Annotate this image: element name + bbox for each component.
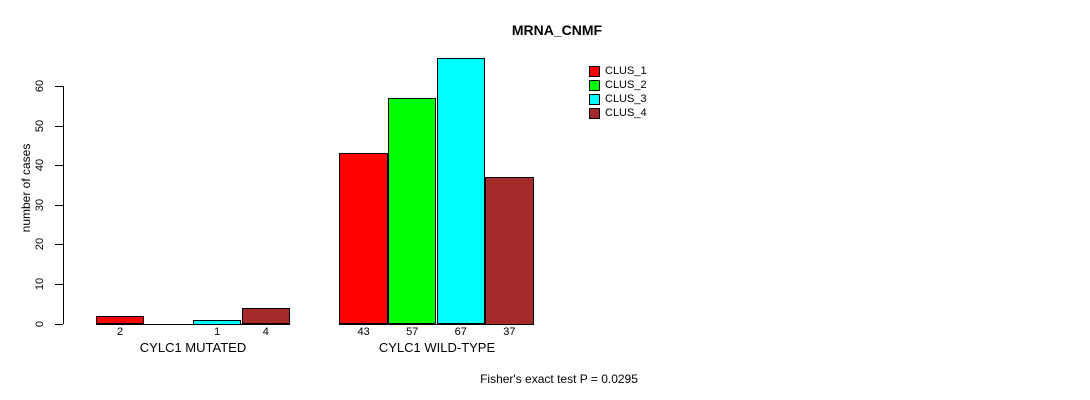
y-axis-tick-label: 50 <box>34 119 46 132</box>
bar-value-label: 67 <box>454 326 467 338</box>
legend-swatch-clus-4 <box>589 107 600 119</box>
legend-label: CLUS_3 <box>605 93 647 105</box>
y-axis-tick-label: 10 <box>34 277 46 291</box>
legend-label: CLUS_4 <box>605 107 647 119</box>
bar-clus_3-group1 <box>192 319 242 325</box>
legend-item-clus-1: CLUS_1 <box>589 65 647 77</box>
bar-value-label: 2 <box>116 326 124 338</box>
bar-clus_3-group2 <box>436 58 486 325</box>
legend-swatch-clus-1 <box>589 65 600 77</box>
stat-annotation: Fisher's exact test P = 0.0295 <box>480 372 638 386</box>
y-axis-tick-label: 40 <box>34 158 46 172</box>
bar-value-label: 37 <box>503 326 516 338</box>
bar-clus_4-group2 <box>485 177 534 325</box>
group-baseline <box>339 323 534 325</box>
legend-item-clus-4: CLUS_4 <box>589 107 647 119</box>
bar-clus_2-group2 <box>387 97 437 325</box>
bar-value-label: 43 <box>357 326 370 338</box>
bar-clus_1-group2 <box>339 153 388 325</box>
bar-clus_1-group1 <box>95 315 145 325</box>
bar-clus_4-group1 <box>241 307 291 325</box>
legend-label: CLUS_2 <box>605 79 647 91</box>
legend-label: CLUS_1 <box>605 65 647 77</box>
legend-swatch-clus-3 <box>589 93 600 105</box>
y-axis-tick <box>55 283 63 285</box>
bar-value-label: 57 <box>406 326 419 338</box>
bar-value-label: 1 <box>214 326 221 338</box>
y-axis-tick <box>55 323 63 325</box>
y-axis-tick <box>55 165 63 167</box>
y-axis-tick-label: 60 <box>34 79 46 93</box>
legend-swatch-clus-2 <box>589 79 600 91</box>
y-axis-tick <box>55 85 63 87</box>
y-axis-tick-label: 30 <box>34 198 46 211</box>
y-axis-tick <box>55 204 63 206</box>
bar-value-label: 4 <box>262 326 269 338</box>
y-axis-tick <box>55 244 63 246</box>
y-axis-tick <box>55 125 63 127</box>
y-axis-line <box>63 85 64 325</box>
x-group-label-wild-type: CYLC1 WILD-TYPE <box>378 340 496 355</box>
chart-title: MRNA_CNMF <box>511 22 603 38</box>
legend-item-clus-3: CLUS_3 <box>589 93 647 105</box>
y-axis-tick-label: 0 <box>34 320 46 327</box>
y-axis-tick-label: 20 <box>34 238 46 251</box>
group-baseline <box>95 323 291 325</box>
x-group-label-mutated: CYLC1 MUTATED <box>139 340 247 355</box>
legend-item-clus-2: CLUS_2 <box>589 79 647 91</box>
